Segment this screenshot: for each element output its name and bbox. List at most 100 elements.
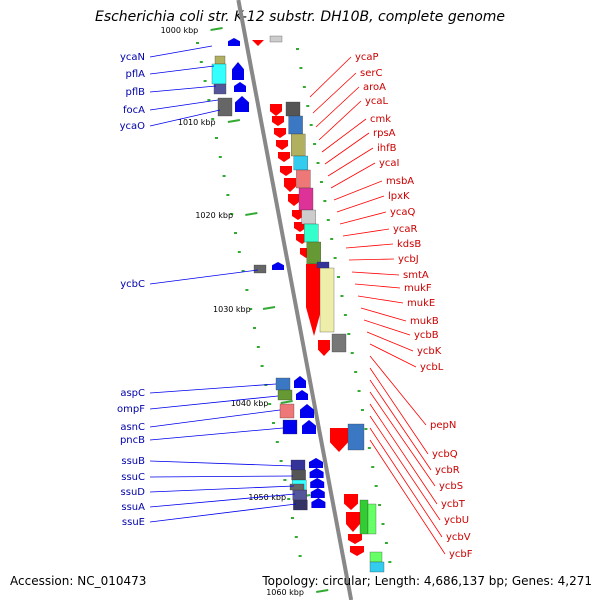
gene-label-cmk: cmk [370,114,391,125]
feature-block [217,97,233,117]
scale-dot [234,232,237,234]
feature-block [359,499,369,535]
scale-tick-label: 1010 kbp [178,118,216,127]
gene-connector [149,109,221,127]
gene-connector [309,56,352,98]
scale-tick [280,400,293,404]
gene-connector [149,503,297,523]
gene-arrow-forward [318,340,330,356]
scale-tick [227,119,241,123]
scale-dot [323,200,327,202]
scale-tick-label: 1040 kbp [231,399,269,408]
feature-block [316,261,330,269]
gene-connector [351,271,400,276]
gene-arrow-reverse [310,488,325,498]
gene-connector [318,100,362,141]
gene-connector [369,439,446,555]
gene-arrow-forward [278,152,290,162]
gene-connector [149,485,295,493]
scale-tick-label: 1020 kbp [195,211,233,220]
gene-label-ssuB: ssuB [121,456,145,467]
gene-arrow-forward [350,546,364,556]
gene-label-lpxK: lpxK [388,191,410,202]
gene-arrow-reverse [302,420,316,434]
scale-dot [211,118,215,120]
scale-tick [210,27,223,31]
scale-dot [347,333,351,335]
gene-connector [312,72,357,114]
feature-block [277,389,293,401]
scale-dot [299,67,303,69]
gene-arrow-forward [272,116,284,126]
gene-arrow-forward [330,428,348,452]
scale-tick [262,306,276,310]
gene-label-serC: serC [360,68,382,79]
feature-block [319,267,335,333]
scale-dot [316,162,320,164]
topology-text: Topology: circular; Length: 4,686,137 bp… [262,574,592,588]
scale-dot [218,156,222,158]
gene-arrow-forward [270,104,282,116]
feature-block [298,187,314,211]
gene-connector [149,269,259,285]
genome-backbone [236,0,354,600]
gene-connector [149,409,281,428]
scale-dot [283,479,287,481]
gene-label-ssuD: ssuD [121,487,146,498]
scale-dot [222,175,226,177]
gene-connector [149,65,215,75]
scale-dot [302,86,306,88]
scale-tick-label: 1060 kbp [266,588,304,597]
gene-label-kdsB: kdsB [397,239,421,250]
scale-dot [296,48,299,50]
gene-label-ycaP: ycaP [355,52,379,63]
scale-dot [287,498,291,500]
gene-label-aspC: aspC [120,388,145,399]
feature-block [285,101,301,117]
scale-dot [367,447,371,449]
scale-dot [350,352,354,354]
gene-arrow-reverse [309,468,324,478]
gene-connector [339,211,387,225]
gene-arrow-forward [294,222,306,232]
scale-dot [309,124,313,126]
feature-block [369,561,385,573]
scale-dot [207,99,211,101]
scale-dot [272,422,275,424]
feature-block [289,483,305,491]
feature-block [331,333,347,353]
gene-connector [369,379,432,471]
gene-arrow-forward [280,166,292,176]
gene-arrow-reverse [228,38,240,46]
scale-dot [215,137,218,139]
gene-connector [342,228,390,237]
gene-label-pflA: pflA [126,69,146,80]
gene-label-ycbR: ycbR [435,465,460,476]
scale-dot [306,105,310,107]
feature-block [304,223,319,243]
scale-dot [298,555,302,557]
feature-block [301,209,316,225]
gene-label-ycbL: ycbL [420,362,444,373]
gene-label-smtA: smtA [403,270,429,281]
scale-tick-label: 1050 kbp [248,493,286,502]
gene-label-mukE: mukE [407,298,435,309]
accession-text: Accession: NC_010473 [10,574,147,588]
gene-label-ycbC: ycbC [120,279,145,290]
gene-arrow-reverse [300,404,314,418]
feature-block [279,403,295,419]
scale-dot [241,270,245,272]
feature-block [211,63,227,85]
gene-label-pflB: pflB [125,87,145,98]
gene-label-mukF: mukF [404,283,432,294]
scale-dot [245,289,249,291]
gene-connector [357,295,404,304]
gene-label-ompF: ompF [117,404,145,415]
gene-label-ycbV: ycbV [446,532,471,543]
scale-dot [196,42,199,44]
gene-arrow-forward [348,534,362,544]
gene-connector [336,195,385,213]
gene-connector [366,331,414,352]
